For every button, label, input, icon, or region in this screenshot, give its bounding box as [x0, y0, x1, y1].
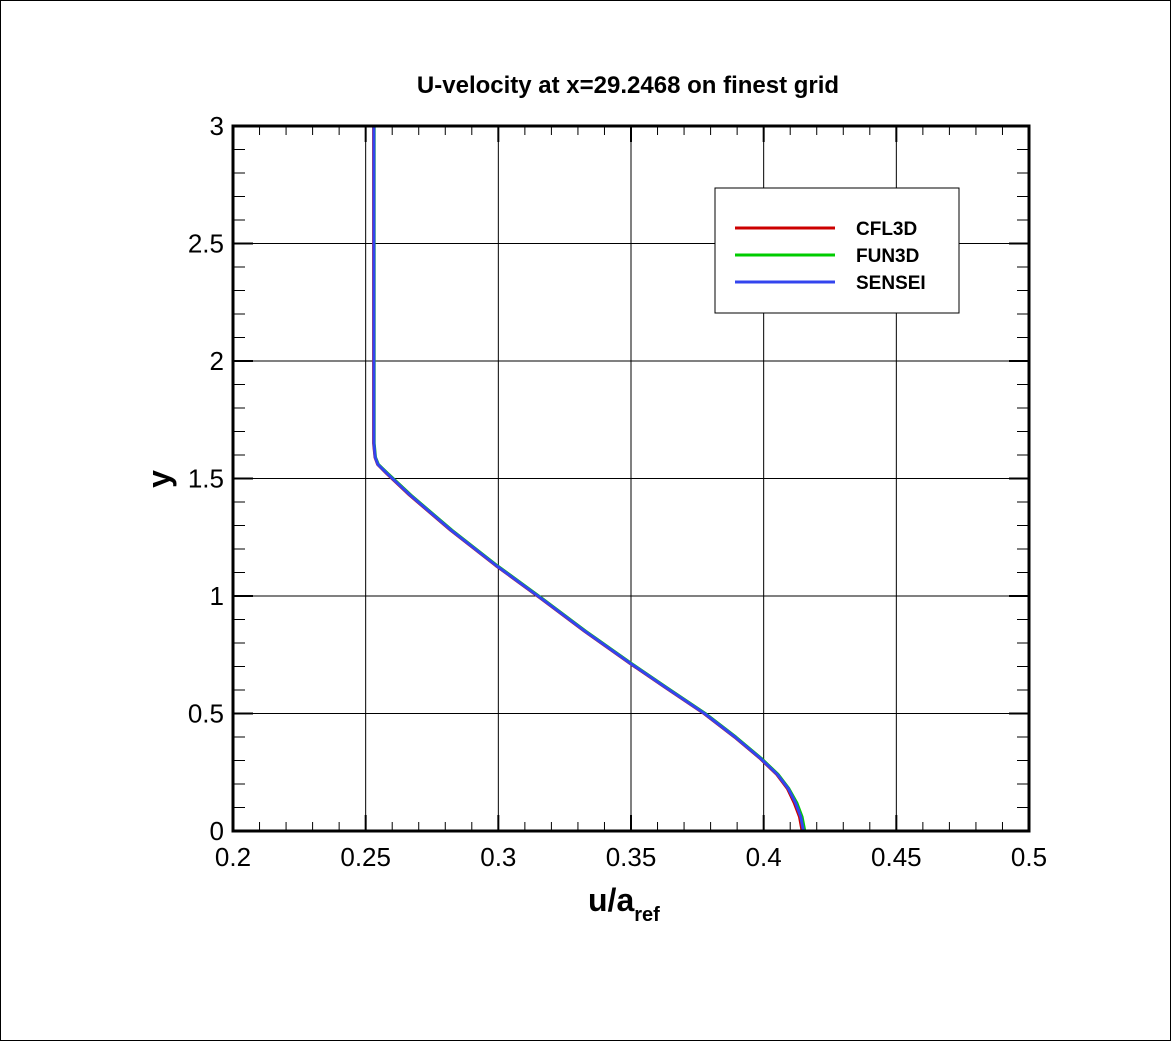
x-axis-label: u/aref — [588, 882, 660, 926]
legend-label-fun3d: FUN3D — [856, 246, 919, 267]
x-tick-label: 0.3 — [480, 842, 516, 872]
y-tick-label: 2.5 — [188, 229, 224, 259]
y-tick-label: 1 — [210, 581, 224, 611]
legend-box — [714, 187, 960, 314]
x-axis-label-main: u/a — [588, 882, 634, 918]
chart-title: U-velocity at x=29.2468 on finest grid — [417, 72, 839, 99]
x-tick-labels: 0.2 0.25 0.3 0.35 0.4 0.45 0.5 — [215, 842, 1047, 872]
x-tick-label: 0.45 — [871, 842, 922, 872]
y-tick-label: 0 — [210, 816, 224, 846]
legend: CFL3D FUN3D SENSEI — [714, 187, 960, 314]
x-tick-label: 0.2 — [215, 842, 251, 872]
legend-label-cfl3d: CFL3D — [856, 219, 917, 240]
y-tick-label: 0.5 — [188, 699, 224, 729]
x-tick-label: 0.35 — [606, 842, 657, 872]
series-layer — [372, 126, 807, 832]
y-tick-label: 3 — [210, 111, 224, 141]
x-axis-label-subscript: ref — [634, 904, 660, 926]
y-axis-label: y — [141, 470, 177, 488]
series-line-sensei — [372, 126, 805, 832]
plot-area-border — [231, 124, 1031, 833]
x-tick-label: 0.4 — [746, 842, 782, 872]
legend-items: CFL3D FUN3D SENSEI — [735, 219, 926, 294]
x-tick-label: 0.5 — [1011, 842, 1047, 872]
x-tick-label: 0.25 — [340, 842, 391, 872]
y-tick-label: 1.5 — [188, 464, 224, 494]
grid-lines — [233, 126, 1029, 831]
legend-label-sensei: SENSEI — [856, 273, 926, 294]
y-tick-labels: 0 0.5 1 1.5 2 2.5 3 — [188, 111, 224, 846]
y-tick-label: 2 — [210, 346, 224, 376]
